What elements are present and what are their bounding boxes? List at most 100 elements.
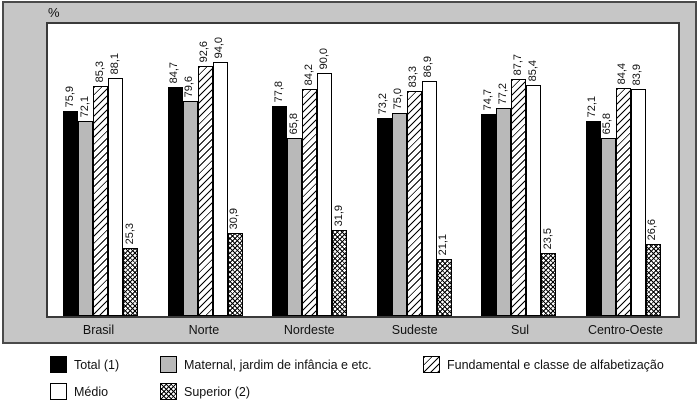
legend-label: Superior (2): [184, 384, 250, 399]
bar-slot: 85,3: [93, 24, 108, 316]
legend-swatch-solid-white: [50, 383, 67, 400]
bar-value-label: 72,1: [586, 95, 599, 117]
bar-medio-centro-oeste: [630, 89, 646, 316]
bar-slot: 94,0: [212, 24, 228, 316]
bar-slot: 21,1: [436, 24, 452, 316]
bar-slot: 26,6: [645, 24, 661, 316]
bar-maternal-jardim-de-infancia-e-etc-nordeste: [287, 138, 303, 316]
bar-superior-2-centro-oeste: [645, 244, 661, 316]
bar-slot: 30,9: [227, 24, 243, 316]
bar-slot: 75,0: [391, 24, 407, 316]
category-label-sul: Sul: [483, 323, 558, 337]
bar-slot: 74,7: [481, 24, 497, 316]
legend-label: Total (1): [74, 357, 120, 372]
legend-item-maternal-jardim-de-infancia-e-etc: Maternal, jardim de infância e etc.: [160, 356, 372, 373]
bar-value-label: 65,8: [287, 112, 300, 134]
bar-slot: 87,7: [511, 24, 527, 316]
bar-value-label: 79,6: [183, 75, 196, 97]
bar-fundamental-e-classe-de-alfabetizacao-sudeste: [406, 91, 422, 316]
bar-slot: 25,3: [123, 24, 138, 316]
bar-fundamental-e-classe-de-alfabetizacao-centro-oeste: [615, 88, 631, 316]
bar-slot: 92,6: [197, 24, 213, 316]
bar-slot: 84,7: [167, 24, 183, 316]
legend-item-superior-2: Superior (2): [160, 383, 250, 400]
bar-value-label: 75,0: [392, 87, 405, 109]
category-label-text: Centro-Oeste: [587, 323, 663, 337]
bar-slot: 72,1: [585, 24, 601, 316]
bar-maternal-jardim-de-infancia-e-etc-centro-oeste: [600, 138, 616, 316]
bar-value-label: 26,6: [646, 218, 659, 240]
bar-slot: 31,9: [332, 24, 348, 316]
legend-item-total-1: Total (1): [50, 356, 119, 373]
bar-slot: 65,8: [287, 24, 303, 316]
bar-value-label: 31,9: [332, 204, 345, 226]
bar-medio-brasil: [108, 78, 123, 316]
category-axis: Brasil Norte Nordeste Sudeste Sul Centro-Oest…: [46, 323, 680, 337]
bar-slot: 73,2: [376, 24, 392, 316]
bar-total-1-sudeste: [376, 118, 392, 316]
bar-fundamental-e-classe-de-alfabetizacao-sul: [511, 79, 527, 316]
bar-value-label: 84,4: [616, 62, 629, 84]
bar-maternal-jardim-de-infancia-e-etc-brasil: [78, 121, 93, 316]
bar-slot: 77,2: [496, 24, 512, 316]
bar-fundamental-e-classe-de-alfabetizacao-norte: [197, 66, 213, 316]
bar-superior-2-norte: [227, 233, 243, 316]
legend-label: Maternal, jardim de infância e etc.: [184, 357, 372, 372]
bar-value-label: 83,9: [631, 63, 644, 85]
category-label-nordeste: Nordeste: [272, 323, 347, 337]
bar-superior-2-nordeste: [332, 230, 348, 316]
legend-label: Fundamental e classe de alfabetização: [447, 357, 664, 372]
category-label-centro-oeste: Centro-Oeste: [588, 323, 663, 337]
bar-slot: 84,2: [302, 24, 318, 316]
bar-slot: 77,8: [272, 24, 288, 316]
bar-value-label: 85,4: [526, 59, 539, 81]
bar-group-centro-oeste: 72,1 65,8 84,4 83,9 26,6: [585, 24, 661, 316]
bar-total-1-norte: [167, 87, 183, 316]
bar-value-label: 72,1: [78, 95, 91, 117]
bar-slot: 75,9: [63, 24, 78, 316]
bar-slot: 79,6: [182, 24, 198, 316]
bar-slot: 23,5: [541, 24, 557, 316]
bar-maternal-jardim-de-infancia-e-etc-sul: [496, 108, 512, 316]
bar-group-brasil: 75,9 72,1 85,3 88,1 25,3: [63, 24, 138, 316]
bar-value-label: 73,2: [377, 92, 390, 114]
bar-total-1-brasil: [63, 111, 78, 316]
legend-swatch-solid-gray: [160, 356, 177, 373]
y-axis-unit-label: %: [48, 5, 60, 20]
category-label-sudeste: Sudeste: [377, 323, 452, 337]
bar-total-1-sul: [481, 114, 497, 316]
bar-slot: 83,3: [406, 24, 422, 316]
bar-fundamental-e-classe-de-alfabetizacao-nordeste: [302, 89, 318, 316]
bar-value-label: 94,0: [213, 36, 226, 58]
bar-medio-nordeste: [317, 73, 333, 316]
bar-medio-sul: [526, 85, 542, 316]
bar-total-1-centro-oeste: [585, 121, 601, 316]
bar-value-label: 30,9: [228, 207, 241, 229]
bar-fundamental-e-classe-de-alfabetizacao-brasil: [93, 86, 108, 316]
bar-group-sul: 74,7 77,2 87,7 85,4 23,5: [481, 24, 557, 316]
bar-value-label: 86,9: [422, 55, 435, 77]
bar-value-label: 65,8: [601, 112, 614, 134]
category-label-norte: Norte: [166, 323, 241, 337]
bar-groups: 75,9 72,1 85,3 88,1 25,3 84,7 79,6 92,6 94,0 30,9…: [48, 24, 678, 316]
bar-slot: 84,4: [615, 24, 631, 316]
legend-item-fundamental-e-classe-de-alfabetizacao: Fundamental e classe de alfabetização: [423, 356, 664, 373]
legend-swatch-solid-black: [50, 356, 67, 373]
bar-slot: 85,4: [526, 24, 542, 316]
bar-maternal-jardim-de-infancia-e-etc-sudeste: [391, 113, 407, 316]
bar-superior-2-brasil: [123, 248, 138, 316]
bar-slot: 90,0: [317, 24, 333, 316]
bar-value-label: 84,2: [302, 63, 315, 85]
bar-value-label: 92,6: [198, 40, 211, 62]
bar-value-label: 75,9: [63, 85, 76, 107]
bar-total-1-nordeste: [272, 106, 288, 316]
bar-value-label: 87,7: [511, 53, 524, 75]
category-label-brasil: Brasil: [61, 323, 136, 337]
bar-superior-2-sudeste: [436, 259, 452, 316]
bar-group-sudeste: 73,2 75,0 83,3 86,9 21,1: [376, 24, 452, 316]
bar-maternal-jardim-de-infancia-e-etc-norte: [182, 101, 198, 316]
legend-swatch-diagonal-hatch: [423, 356, 440, 373]
bar-group-nordeste: 77,8 65,8 84,2 90,0 31,9: [272, 24, 348, 316]
plot-area: 75,9 72,1 85,3 88,1 25,3 84,7 79,6 92,6 94,0 30,9…: [46, 22, 680, 318]
